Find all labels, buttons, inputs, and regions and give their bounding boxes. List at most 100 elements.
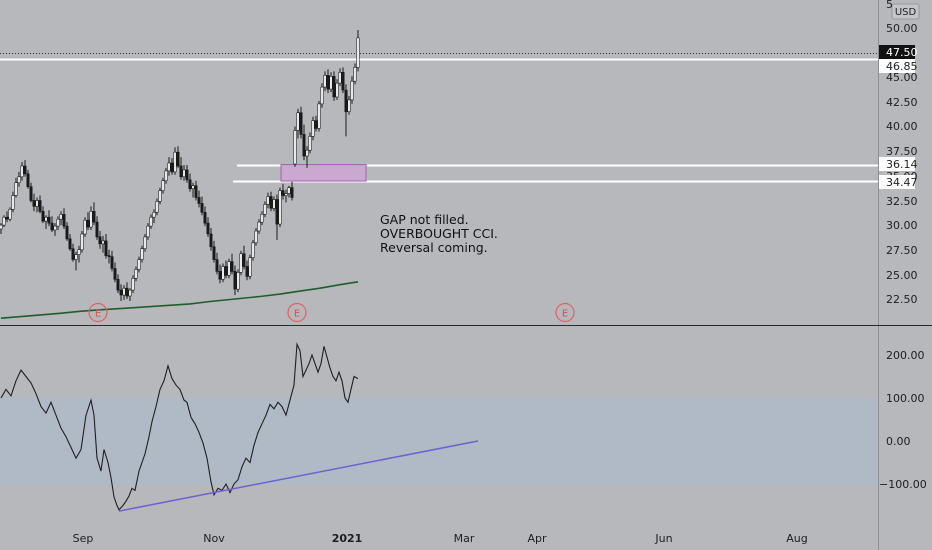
candle-body bbox=[311, 120, 315, 137]
earnings-marker[interactable]: E bbox=[88, 302, 108, 323]
candle-body bbox=[347, 99, 351, 113]
candle-body bbox=[263, 204, 267, 215]
candle-body bbox=[59, 214, 63, 220]
candle-body bbox=[107, 255, 111, 257]
candle-body bbox=[140, 248, 144, 260]
currency-label: USD bbox=[895, 7, 917, 18]
candle-body bbox=[269, 196, 273, 209]
price-level-label: 34.47 bbox=[886, 176, 918, 189]
y-tick-label: 32.50 bbox=[886, 195, 918, 208]
candle-body bbox=[221, 266, 225, 280]
candle-body bbox=[53, 225, 57, 231]
candle-body bbox=[260, 214, 264, 223]
candle-body bbox=[122, 287, 126, 296]
cci-tick-label: 200.00 bbox=[886, 349, 925, 362]
x-tick-label: Mar bbox=[454, 532, 475, 545]
cci-trendline-group bbox=[118, 440, 479, 512]
x-tick-label: Nov bbox=[203, 532, 225, 545]
candle-body bbox=[32, 200, 36, 207]
candle-body bbox=[14, 182, 18, 196]
candle-body bbox=[335, 82, 339, 98]
candle-body bbox=[191, 185, 195, 189]
price-level-label: 46.85 bbox=[886, 60, 918, 73]
price-level-label: 36.14 bbox=[886, 158, 918, 171]
candle-body bbox=[80, 233, 84, 251]
candle-body bbox=[128, 289, 132, 297]
candle-body bbox=[281, 190, 285, 196]
price-level-tag bbox=[879, 175, 915, 189]
candle-body bbox=[89, 211, 93, 228]
candle-body bbox=[164, 170, 168, 182]
candle-body bbox=[332, 76, 336, 98]
candle-body bbox=[329, 76, 333, 90]
currency-badge[interactable] bbox=[891, 3, 920, 20]
candle-body bbox=[242, 253, 246, 267]
x-tick-label: Jun bbox=[654, 532, 672, 545]
candle-body bbox=[41, 211, 45, 222]
candle-body bbox=[38, 200, 42, 212]
y-tick-label: 27.50 bbox=[886, 244, 918, 257]
candle-body bbox=[209, 233, 213, 248]
y-tick-label: 30.00 bbox=[886, 219, 918, 232]
candle-body bbox=[338, 72, 342, 84]
candle-body bbox=[119, 289, 123, 296]
candle-body bbox=[302, 134, 306, 157]
candle-body bbox=[266, 196, 270, 205]
candle-body bbox=[239, 253, 243, 273]
candle-body bbox=[257, 221, 261, 232]
candle-body bbox=[284, 193, 288, 196]
candle-body bbox=[248, 257, 252, 277]
candle-body bbox=[353, 67, 357, 82]
x-tick-label: Aug bbox=[786, 532, 807, 545]
y-tick-label: 40.00 bbox=[886, 120, 918, 133]
candle-body bbox=[17, 176, 21, 184]
candle-body bbox=[212, 246, 216, 260]
candle-body bbox=[287, 187, 291, 194]
y-tick-label: 22.50 bbox=[886, 293, 918, 306]
candle-body bbox=[173, 151, 177, 173]
candle-body bbox=[167, 162, 171, 172]
cci-tick-label: −100.00 bbox=[879, 478, 927, 491]
candle-body bbox=[206, 222, 210, 235]
candle-body bbox=[278, 190, 282, 225]
gap-zone-rect bbox=[280, 164, 367, 182]
candle-body bbox=[275, 199, 279, 225]
candle-body bbox=[350, 80, 354, 101]
candle-body bbox=[293, 130, 297, 165]
candle-body bbox=[29, 186, 33, 201]
candle-body bbox=[296, 112, 300, 131]
candle-body bbox=[185, 169, 189, 181]
candle-body bbox=[146, 225, 150, 238]
candle-body bbox=[125, 287, 129, 297]
candle-body bbox=[194, 185, 198, 198]
candle-body bbox=[305, 149, 309, 157]
candle-body bbox=[101, 240, 105, 245]
x-tick-label: Apr bbox=[527, 532, 547, 545]
candle-body bbox=[344, 89, 348, 113]
cci-line-group bbox=[0, 342, 359, 511]
candle-body bbox=[203, 212, 207, 224]
candle-body bbox=[8, 209, 12, 220]
candle-body bbox=[50, 222, 54, 231]
cci-tick-label: 100.00 bbox=[886, 392, 925, 405]
candle-body bbox=[74, 254, 78, 260]
x-tick-label: 2021 bbox=[332, 532, 363, 545]
moving-average-line bbox=[0, 281, 359, 319]
candle-body bbox=[188, 179, 192, 190]
candle-body bbox=[92, 211, 96, 223]
last-price-tag bbox=[879, 45, 915, 59]
candle-body bbox=[152, 212, 156, 218]
candle-body bbox=[86, 219, 90, 228]
candle-body bbox=[233, 271, 237, 290]
earnings-marker[interactable]: E bbox=[287, 302, 307, 323]
candle-body bbox=[200, 203, 204, 213]
y-tick-label: 25.00 bbox=[886, 269, 918, 282]
candle-body bbox=[71, 248, 75, 260]
candle-body bbox=[2, 216, 6, 226]
candle-body bbox=[170, 162, 174, 173]
earnings-marker[interactable]: E bbox=[555, 302, 575, 323]
candle-body bbox=[11, 195, 15, 210]
gap-zone bbox=[280, 164, 367, 182]
candle-body bbox=[47, 216, 51, 224]
